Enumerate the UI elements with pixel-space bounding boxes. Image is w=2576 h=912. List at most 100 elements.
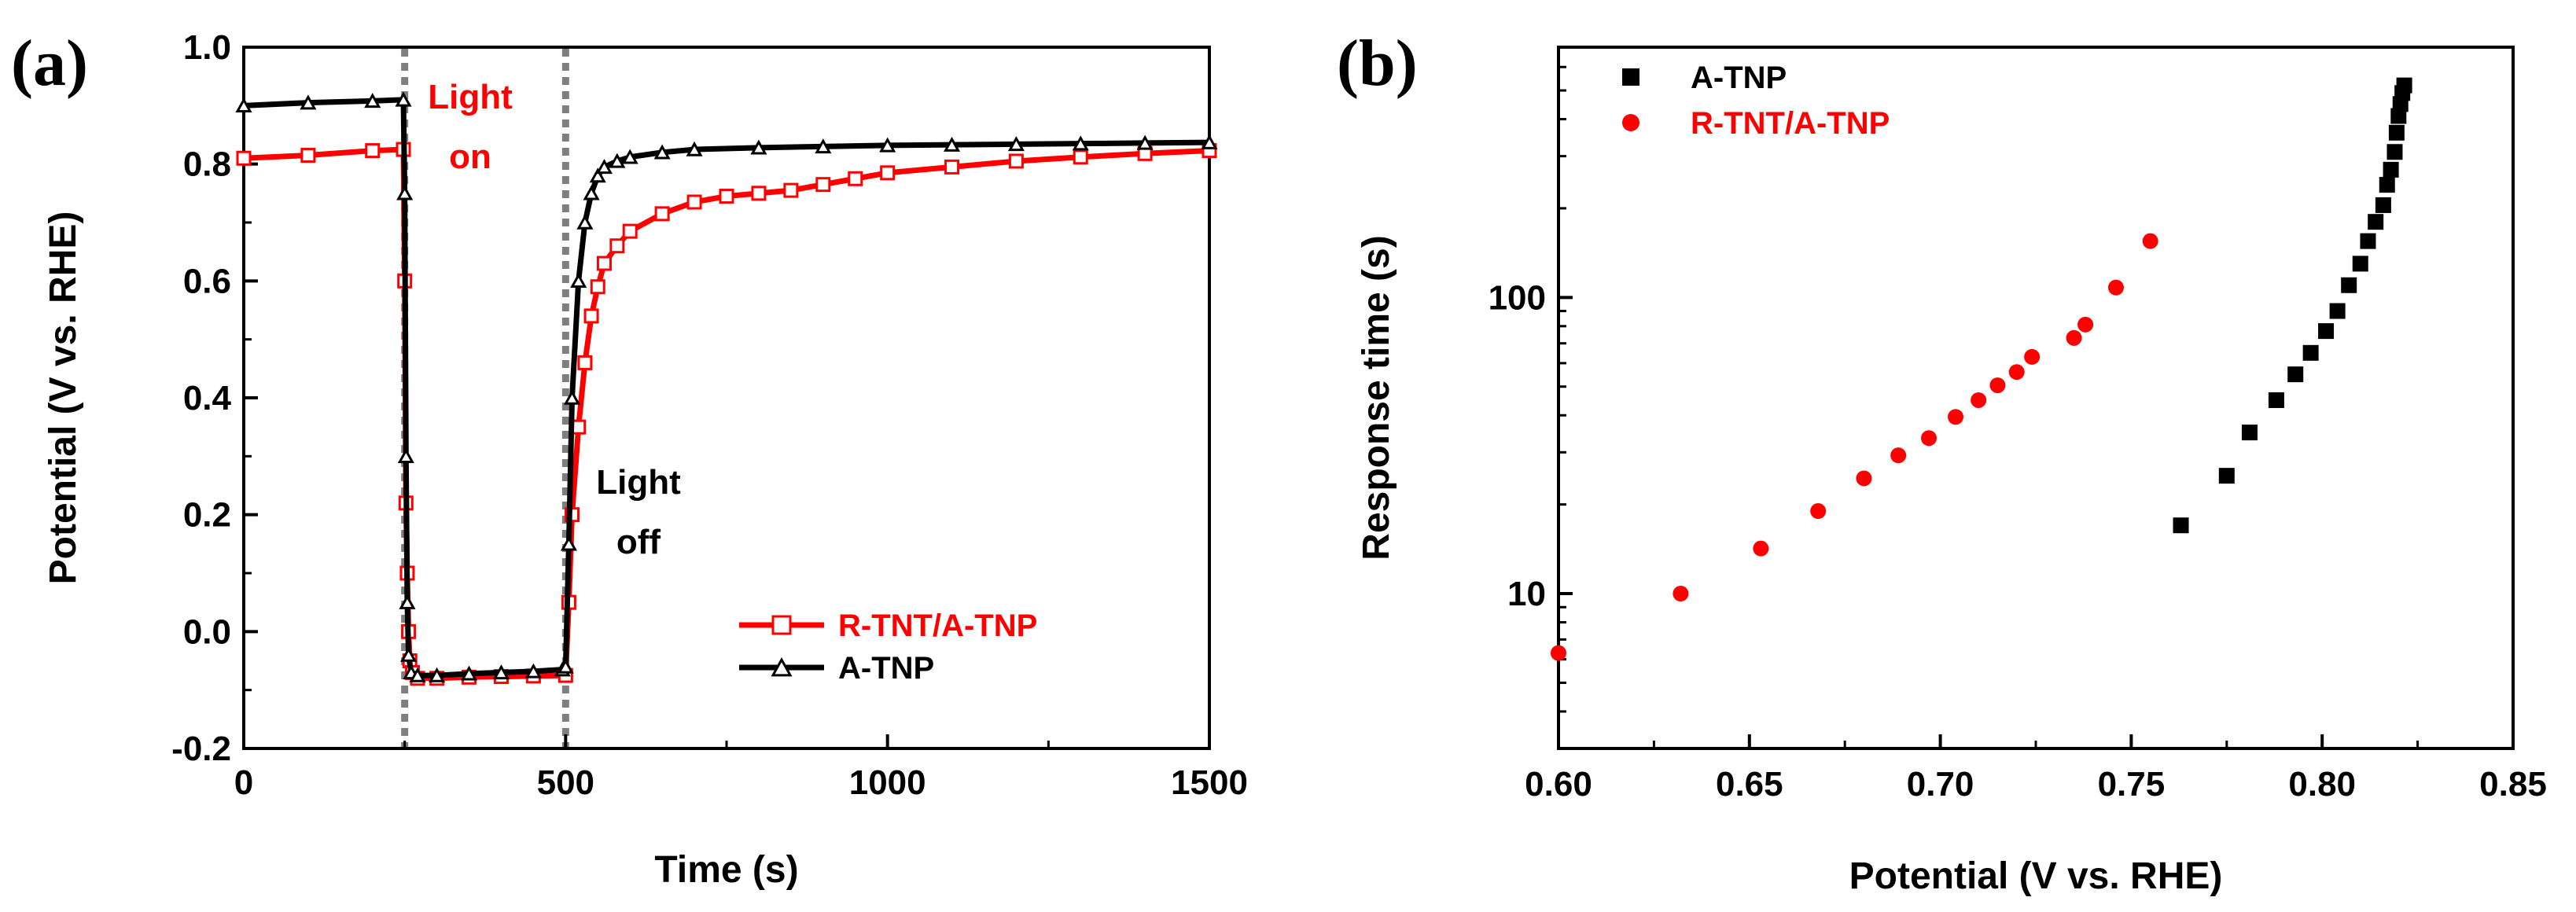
data-point xyxy=(1072,135,1089,151)
panel-b-ticks: 0.60 0.65 0.70 0.75 0.80 0.85 10 100 xyxy=(1489,46,2547,804)
data-point xyxy=(236,150,252,166)
data-point xyxy=(2142,233,2158,249)
data-point xyxy=(583,308,599,324)
panel-a-y-axis-title: Potential (V vs. RHE) xyxy=(42,211,84,585)
data-point xyxy=(2383,161,2399,178)
data-point xyxy=(2173,517,2189,534)
data-point xyxy=(460,665,478,681)
legend-label-a-tnp: A-TNP xyxy=(1691,61,1787,95)
series-line-r-tnt-a-tnp xyxy=(243,146,1210,682)
data-point xyxy=(686,194,702,210)
data-point xyxy=(2302,344,2319,361)
data-point xyxy=(944,159,960,175)
data-point xyxy=(609,153,626,168)
data-point xyxy=(2107,279,2124,296)
data-point xyxy=(686,141,703,156)
data-point xyxy=(1921,430,1938,447)
data-point xyxy=(2379,177,2395,193)
data-point xyxy=(1673,586,1689,602)
series-r-tnt-a-tnp xyxy=(1551,233,2158,661)
data-point xyxy=(848,171,863,186)
x-tick-label-0-85: 0.85 xyxy=(2479,765,2547,804)
data-point xyxy=(2388,124,2405,141)
data-point xyxy=(395,91,412,107)
data-point xyxy=(750,139,767,155)
data-point xyxy=(719,189,734,204)
data-point xyxy=(815,138,832,154)
data-point xyxy=(1971,392,1987,408)
data-point xyxy=(557,658,574,674)
panel-b: (b) 0.60 0.65 0.70 0.75 0.80 0.85 10 100 A-TNP R… xyxy=(1337,27,2547,897)
series-a-tnp xyxy=(2173,77,2412,534)
data-point xyxy=(2386,144,2403,160)
data-point xyxy=(589,167,606,183)
x-tick-label-0-80: 0.80 xyxy=(2288,765,2356,804)
light-off-annotation-line: Light xyxy=(596,463,681,502)
data-point xyxy=(596,256,612,271)
data-point xyxy=(563,389,581,405)
data-point xyxy=(1008,153,1024,169)
data-point xyxy=(2287,366,2304,383)
panel-a-annotations: Light on Light off xyxy=(428,78,681,561)
data-point xyxy=(1201,134,1218,149)
data-point xyxy=(1136,134,1154,150)
legend-label-r-tnt-a-tnp: R-TNT/A-TNP xyxy=(1691,106,1890,141)
data-point xyxy=(1551,645,1566,661)
data-point xyxy=(2008,364,2025,381)
data-point xyxy=(595,159,613,175)
data-point xyxy=(492,664,510,680)
data-point xyxy=(1989,377,2006,394)
data-point xyxy=(397,448,414,464)
data-point xyxy=(879,137,896,153)
data-point xyxy=(751,186,767,201)
y-tick-label-1-0: 1.0 xyxy=(183,28,231,67)
x-tick-label-0: 0 xyxy=(234,763,253,802)
x-tick-label-500: 500 xyxy=(537,763,594,802)
data-point xyxy=(409,667,426,682)
series-a-tnp xyxy=(235,91,1218,682)
data-point xyxy=(2368,214,2384,230)
data-point xyxy=(300,94,317,110)
x-tick-label-1500: 1500 xyxy=(1171,763,1248,802)
data-point xyxy=(783,182,799,198)
x-tick-label-1000: 1000 xyxy=(849,763,926,802)
x-tick-label-0-65: 0.65 xyxy=(1716,765,1783,804)
data-point xyxy=(524,663,542,678)
data-point xyxy=(2077,316,2094,333)
x-tick-label-0-60: 0.60 xyxy=(1525,765,1592,804)
data-point xyxy=(583,185,600,200)
data-point xyxy=(399,594,416,609)
data-point xyxy=(2241,425,2258,441)
data-point xyxy=(654,206,670,222)
legend-label-r-tnt-a-tnp: R-TNT/A-TNP xyxy=(838,609,1037,643)
data-point xyxy=(2329,303,2346,319)
y-tick-label-0-8: 0.8 xyxy=(183,145,231,184)
y-tick-label-0-4: 0.4 xyxy=(183,379,232,417)
legend-marker-r-tnt-a-tnp xyxy=(771,615,792,635)
legend-marker-a-tnp xyxy=(771,657,793,677)
light-off-annotation-line: off xyxy=(616,523,661,561)
data-point xyxy=(2352,256,2368,272)
data-point xyxy=(2341,277,2357,293)
data-point xyxy=(365,143,381,159)
panel-a: (a) 0 500 1000 1500 -0.2 0.0 0.2 0.4 0.6 0.8 1.0 L… xyxy=(11,27,1248,891)
data-point xyxy=(1856,470,1872,487)
data-point xyxy=(2360,233,2376,249)
data-point xyxy=(943,136,961,152)
data-point xyxy=(364,93,381,108)
data-point xyxy=(400,646,418,662)
panel-a-series xyxy=(235,91,1218,686)
panel-b-legend: A-TNP R-TNT/A-TNP xyxy=(1622,61,1890,141)
data-point xyxy=(609,238,625,254)
data-point xyxy=(590,279,605,295)
data-point xyxy=(2390,108,2407,124)
data-point xyxy=(621,149,638,164)
y-tick-label-0-6: 0.6 xyxy=(183,262,231,300)
panel-b-plot-frame xyxy=(1557,46,2515,750)
y-tick-label-0-0: 0.0 xyxy=(183,612,231,651)
data-point xyxy=(653,144,671,160)
data-point xyxy=(2024,348,2041,365)
data-point xyxy=(1810,503,1827,520)
data-point xyxy=(576,214,594,230)
